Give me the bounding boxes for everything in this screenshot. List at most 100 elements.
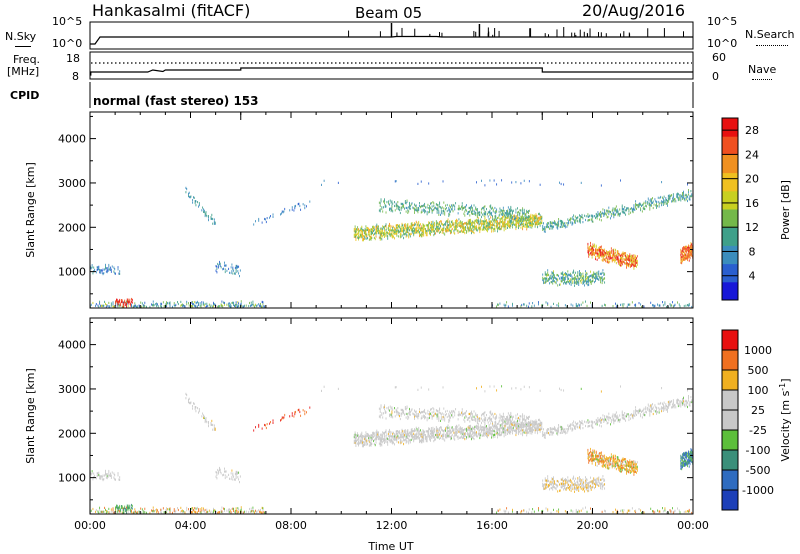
velocity-cell <box>596 461 598 464</box>
velocity-cell <box>503 430 505 433</box>
velocity-cell <box>526 426 528 429</box>
power-cell <box>432 220 434 223</box>
power-cell <box>518 214 520 217</box>
power-cell <box>592 220 594 223</box>
velocity-cell <box>369 443 371 447</box>
power-cell <box>630 259 632 262</box>
velocity-cell <box>357 434 359 437</box>
power-cell <box>103 272 105 275</box>
velocity-cell <box>505 424 507 427</box>
power-cell <box>585 273 586 276</box>
power-cell <box>119 270 121 273</box>
power-cell <box>569 280 571 283</box>
velocity-cell <box>472 418 474 421</box>
velocity-cell <box>526 417 528 420</box>
power-cell <box>616 210 618 213</box>
power-cell <box>681 260 683 263</box>
power-cell <box>630 207 632 211</box>
power-cell <box>617 212 619 215</box>
velocity-cell <box>560 429 562 432</box>
velocity-cell <box>535 421 537 424</box>
power-cell <box>676 193 678 196</box>
power-cell <box>424 227 426 230</box>
power-cell <box>602 255 604 258</box>
power-cell <box>536 221 538 224</box>
power-cell <box>261 300 263 303</box>
power-cell <box>302 203 304 206</box>
power-cell <box>588 251 590 254</box>
power-cell <box>414 223 416 226</box>
velocity-cell <box>507 422 508 426</box>
power-cell <box>384 204 386 207</box>
power-cell <box>472 212 474 215</box>
power-cell <box>530 217 532 220</box>
velocity-cell <box>602 457 604 460</box>
velocity-cell <box>449 430 451 433</box>
power-cell <box>613 254 615 257</box>
power-cell <box>122 303 124 306</box>
velocity-cell <box>591 426 593 429</box>
velocity-cell <box>520 424 522 427</box>
power-cell <box>238 272 240 275</box>
power-cell <box>613 216 615 219</box>
power-cell <box>651 200 652 203</box>
power-cell <box>589 279 591 282</box>
power-cell <box>372 225 374 228</box>
power-cell <box>518 221 520 224</box>
power-cell <box>656 204 657 207</box>
power-cell <box>426 234 428 237</box>
velocity-cell <box>455 425 457 429</box>
power-cell <box>654 198 656 201</box>
velocity-cell <box>615 411 617 414</box>
power-cell <box>472 225 474 228</box>
velocity-cell <box>604 417 606 420</box>
velocity-cell <box>429 416 431 419</box>
power-cell <box>456 226 457 229</box>
power-cell <box>445 228 446 231</box>
power-cell <box>361 230 363 233</box>
power-cell <box>557 284 559 287</box>
velocity-cell <box>426 430 428 433</box>
power-cell <box>592 279 594 283</box>
power-cell <box>600 215 601 218</box>
power-cell <box>416 222 418 225</box>
power-cell <box>392 210 394 213</box>
velocity-cell <box>410 428 412 431</box>
power-cell <box>440 224 441 227</box>
power-cell <box>632 209 634 212</box>
velocity-cell <box>543 434 544 437</box>
velocity-cell <box>378 437 380 440</box>
power-cell <box>392 234 394 237</box>
power-cell <box>554 276 555 279</box>
velocity-cell <box>423 410 425 413</box>
power-cell <box>185 186 187 189</box>
power-cell <box>515 218 517 221</box>
velocity-cell <box>538 425 539 428</box>
velocity-cell <box>524 420 526 423</box>
power-cell <box>549 222 551 226</box>
power-cell <box>560 223 562 226</box>
velocity-cell <box>436 409 438 412</box>
velocity-cell <box>398 431 400 434</box>
power-cell <box>620 261 621 265</box>
velocity-cell <box>462 413 464 416</box>
power-cell <box>505 218 507 221</box>
velocity-cell <box>476 435 477 438</box>
power-cell <box>612 213 614 216</box>
velocity-cell <box>471 416 473 419</box>
power-cell <box>684 252 686 255</box>
power-cell <box>238 302 240 305</box>
velocity-cell <box>399 436 400 439</box>
velocity-cell <box>600 453 602 456</box>
velocity-cell <box>393 438 395 441</box>
power-cell <box>441 223 443 226</box>
velocity-cell <box>531 430 533 433</box>
power-cell <box>438 223 440 226</box>
velocity-cell <box>490 418 492 421</box>
velocity-cell <box>615 417 617 420</box>
velocity-cell <box>433 432 435 435</box>
velocity-cell <box>435 428 437 431</box>
power-cell <box>691 193 693 196</box>
power-cell <box>511 217 513 220</box>
power-cell <box>586 276 588 279</box>
